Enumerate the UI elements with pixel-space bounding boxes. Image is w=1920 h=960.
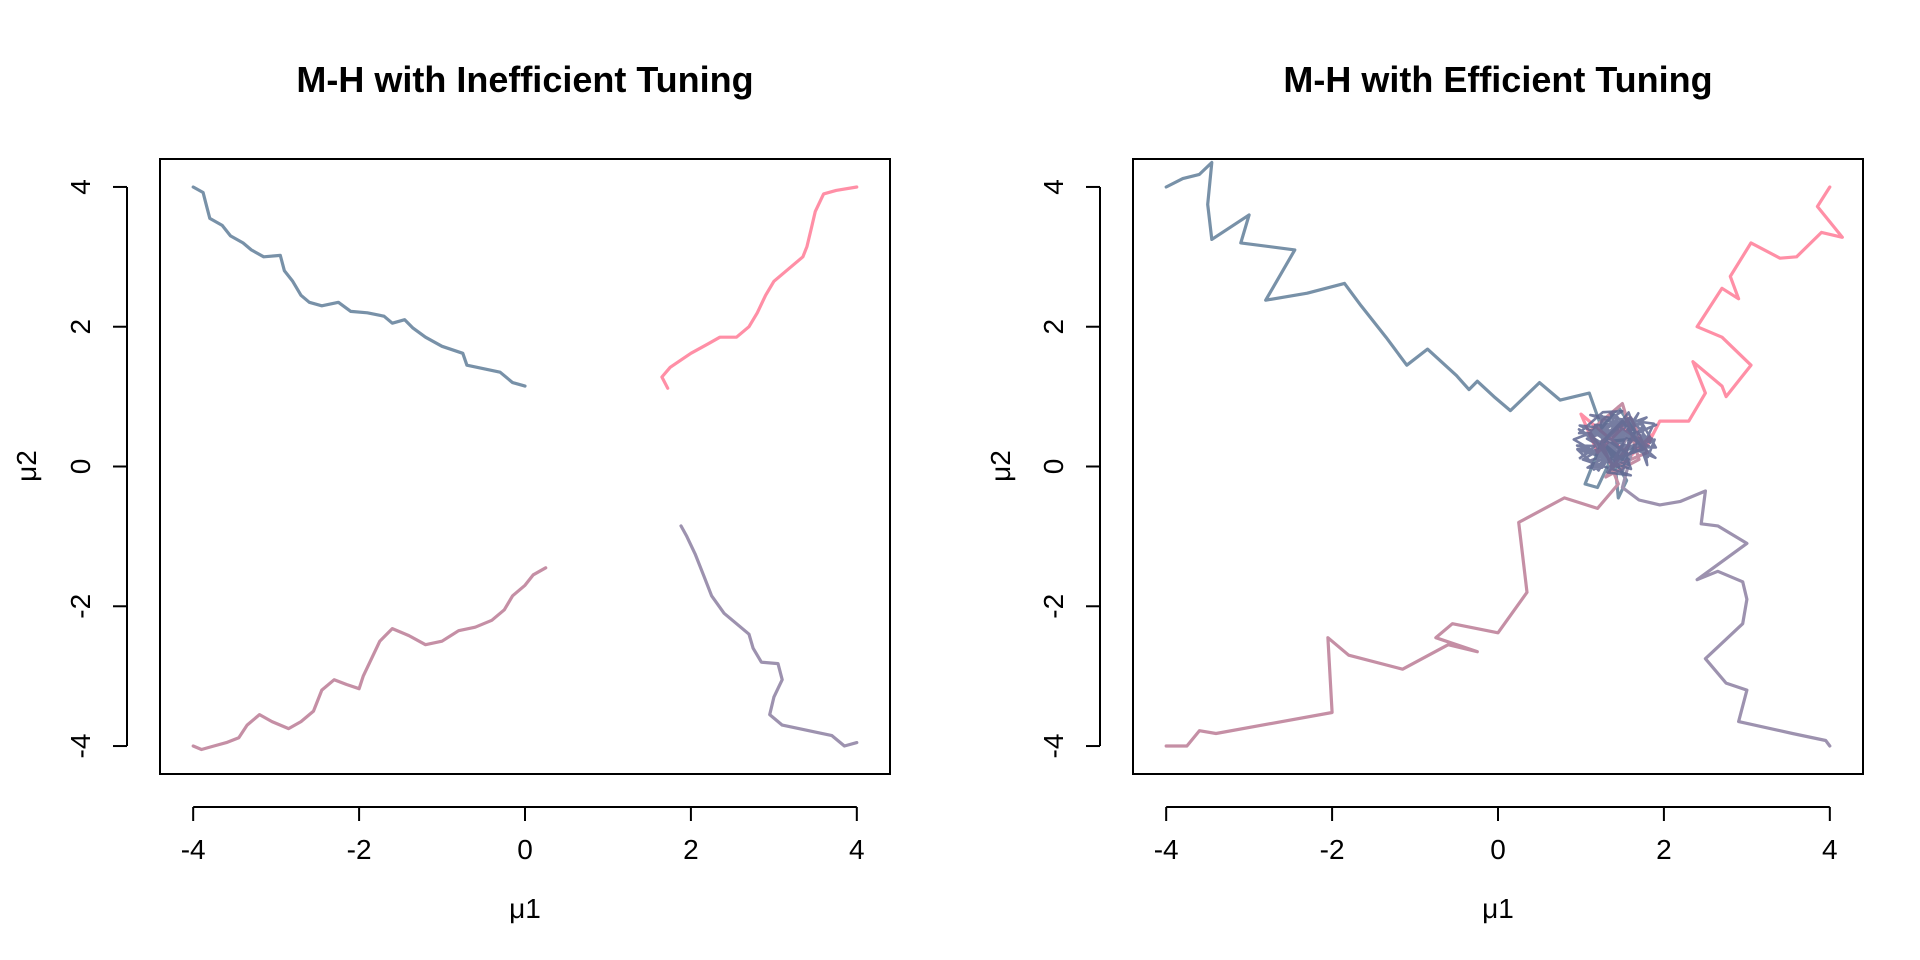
y-axis: -4 -2 0 2 4	[65, 179, 128, 759]
y-tick-label: -4	[1038, 734, 1069, 759]
series-line-2	[660, 185, 859, 390]
series-line-4	[679, 524, 859, 748]
series-layer	[1164, 160, 1844, 748]
x-axis-label-symbol: μ1	[509, 893, 541, 924]
y-tick-label: 4	[1038, 179, 1069, 195]
x-tick-label: 0	[1490, 834, 1506, 865]
plot-frame	[1132, 158, 1864, 775]
x-axis-label-symbol: μ1	[1482, 893, 1514, 924]
x-tick-label: -4	[1154, 834, 1179, 865]
y-axis-label: μ2	[11, 450, 42, 482]
chain-overlap-cluster	[1572, 409, 1658, 477]
y-axis-label: μ2	[985, 450, 1016, 482]
chart-title: M-H with Inefficient Tuning	[296, 59, 753, 100]
panel-inefficient: M-H with Inefficient Tuning -4 -2 0 2 4 -4 -2…	[11, 59, 891, 924]
y-tick-label: -4	[65, 734, 96, 759]
series-layer	[191, 185, 859, 752]
x-tick-label: -4	[181, 834, 206, 865]
series-line-3	[191, 566, 548, 752]
series-line-2	[1579, 185, 1844, 458]
series-line-3	[1164, 402, 1649, 748]
x-tick-label: 0	[517, 834, 533, 865]
y-axis-label-symbol: μ2	[985, 450, 1016, 482]
y-axis-label-symbol: μ2	[11, 450, 42, 482]
plot-frame	[159, 158, 891, 775]
series-line-4	[1604, 419, 1832, 748]
x-tick-label: 4	[1822, 834, 1838, 865]
y-tick-label: 4	[65, 179, 96, 195]
x-tick-label: -2	[347, 834, 372, 865]
y-tick-label: 0	[65, 459, 96, 475]
y-tick-label: -2	[65, 594, 96, 619]
panel-efficient: M-H with Efficient Tuning -4 -2 0 2 4 -4 -2 0 2…	[985, 59, 1864, 924]
x-tick-label: -2	[1320, 834, 1345, 865]
x-axis: -4 -2 0 2 4	[181, 806, 865, 865]
y-tick-label: 2	[1038, 319, 1069, 335]
y-tick-label: 2	[65, 319, 96, 335]
series-line-1	[191, 185, 527, 388]
x-axis-label: μ1	[509, 893, 541, 924]
y-axis: -4 -2 0 2 4	[1038, 179, 1101, 759]
x-tick-label: 4	[849, 834, 865, 865]
x-tick-label: 2	[1656, 834, 1672, 865]
series-line-1	[1164, 160, 1641, 500]
x-axis: -4 -2 0 2 4	[1154, 806, 1838, 865]
y-tick-label: -2	[1038, 594, 1069, 619]
x-tick-label: 2	[683, 834, 699, 865]
y-tick-label: 0	[1038, 459, 1069, 475]
chart-title: M-H with Efficient Tuning	[1283, 59, 1712, 100]
x-axis-label: μ1	[1482, 893, 1514, 924]
